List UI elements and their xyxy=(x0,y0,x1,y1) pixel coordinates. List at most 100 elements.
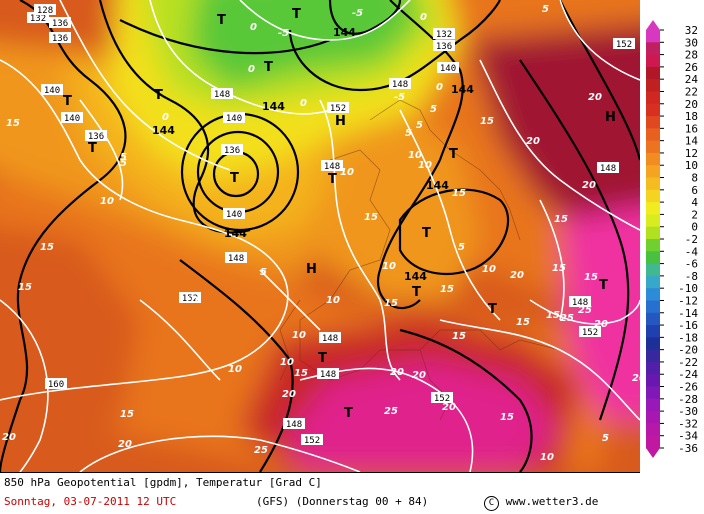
temperature-label: 0 xyxy=(250,22,257,33)
temperature-legend: 32302826242220181614121086420-2-4-6-8-10… xyxy=(646,20,699,458)
legend-tick-label: 8 xyxy=(691,172,698,185)
legend-tick-label: 10 xyxy=(685,159,698,172)
geopotential-label-boxed: 148 xyxy=(317,368,339,380)
legend-swatch xyxy=(646,152,660,166)
geopotential-label-boxed: 152 xyxy=(613,38,635,50)
temperature-label: 25 xyxy=(384,406,398,417)
legend-tick-label: -26 xyxy=(678,381,698,394)
temperature-label: 20 xyxy=(582,180,596,191)
legend-swatch xyxy=(646,177,660,191)
temperature-label: 15 xyxy=(120,409,134,420)
geopotential-label-boxed: 148 xyxy=(569,296,591,308)
geopotential-label-text: 152 xyxy=(330,104,346,114)
geopotential-label-text: 148 xyxy=(324,162,340,172)
temperature-label: 20 xyxy=(594,319,608,330)
legend-swatch xyxy=(646,263,660,277)
temperature-label: -5 xyxy=(278,28,289,39)
legend-swatch xyxy=(646,128,660,142)
pressure-symbol: T xyxy=(230,171,239,186)
legend-swatch xyxy=(646,42,660,56)
geopotential-label-boxed: 136 xyxy=(85,130,107,142)
legend-tick-label: -34 xyxy=(678,430,698,443)
map-caption: 850 hPa Geopotential [gpdm], Temperatur … xyxy=(4,476,322,489)
geopotential-label-text: 140 xyxy=(44,86,60,96)
geopotential-label-text: 148 xyxy=(320,370,336,380)
geopotential-label-text: 132 xyxy=(436,30,452,40)
legend-tick-label: -14 xyxy=(678,307,698,320)
geopotential-label-boxed: 152 xyxy=(301,434,323,446)
legend-swatch xyxy=(646,423,660,437)
geopotential-label-text: 140 xyxy=(64,114,80,124)
geopotential-label-boxed: 140 xyxy=(437,62,459,74)
legend-tick-label: -2 xyxy=(685,233,698,246)
legend-swatch xyxy=(646,239,660,252)
geopotential-label-text: 152 xyxy=(182,294,198,304)
geopotential-label-text: 152 xyxy=(616,40,632,50)
legend-swatch xyxy=(646,374,660,388)
pressure-symbol: T xyxy=(264,60,273,75)
pressure-symbol: T xyxy=(344,406,353,421)
temperature-label: 0 xyxy=(420,12,427,23)
legend-swatch xyxy=(646,140,660,154)
legend-tick-label: -28 xyxy=(678,393,698,406)
pressure-symbol: H xyxy=(605,110,616,125)
legend-tick-label: 0 xyxy=(691,221,698,234)
geopotential-label-boxed: 140 xyxy=(41,84,63,96)
legend-tick-label: 20 xyxy=(685,98,698,111)
legend-tick-label: -6 xyxy=(685,258,698,271)
temperature-label: 20 xyxy=(118,439,132,450)
temperature-label: 5 xyxy=(458,242,465,253)
temperature-label: 10 xyxy=(292,330,306,341)
temperature-label: -5 xyxy=(352,8,363,19)
geopotential-labels-bold: 144 144 144 144 144 144 144 xyxy=(152,26,474,283)
temperature-label: 20 xyxy=(510,270,524,281)
geopotential-label-text: 136 xyxy=(52,34,68,44)
weather-map: T T T T T T T T T T T T T T T H H H 144 … xyxy=(0,0,640,472)
map-footer: 850 hPa Geopotential [gpdm], Temperatur … xyxy=(0,472,640,514)
geopotential-label-text: 128 xyxy=(37,6,53,16)
temperature-label: 20 xyxy=(390,367,404,378)
geopotential-label-text: 152 xyxy=(304,436,320,446)
geopotential-label: 144 xyxy=(333,26,356,39)
legend-tick-label: -8 xyxy=(685,270,698,283)
legend-swatch xyxy=(646,300,660,314)
legend-tick-label: -22 xyxy=(678,356,698,369)
legend-tick-label: -4 xyxy=(685,245,699,258)
temperature-label: 20 xyxy=(588,92,602,103)
geopotential-label-boxed: 148 xyxy=(389,78,411,90)
legend-swatch xyxy=(646,275,660,289)
legend-tick-label: 16 xyxy=(685,122,698,135)
map-info-line: Sonntag, 03-07-2011 12 UTC (GFS) (Donner… xyxy=(4,495,634,511)
temperature-label: 5 xyxy=(120,158,127,169)
legend-swatch xyxy=(646,54,660,68)
pressure-symbol: T xyxy=(412,285,421,300)
geopotential-label-text: 148 xyxy=(322,334,338,344)
temperature-label: 5 xyxy=(602,433,609,444)
pressure-symbol: T xyxy=(88,141,97,156)
legend-tick-label: 4 xyxy=(691,196,698,209)
legend-swatch xyxy=(646,165,660,179)
temperature-label: 10 xyxy=(482,264,496,275)
website-link[interactable]: www.wetter3.de xyxy=(505,495,599,508)
geopotential-label-boxed: 152 xyxy=(327,102,349,114)
valid-date: Sonntag, 03-07-2011 12 UTC xyxy=(4,495,177,508)
geopotential-label-text: 148 xyxy=(214,90,230,100)
temperature-label: 25 xyxy=(254,445,268,456)
legend-tick-label: -32 xyxy=(678,417,698,430)
legend-tick-label: -16 xyxy=(678,319,698,332)
legend-tick-label: 28 xyxy=(685,49,698,62)
legend-tick-label: 26 xyxy=(685,61,698,74)
legend-swatch xyxy=(646,288,660,301)
geopotential-label-boxed: 136 xyxy=(221,144,243,156)
geopotential-label: 144 xyxy=(224,227,247,240)
legend-swatch xyxy=(646,91,660,105)
temperature-label: 25 xyxy=(578,305,592,316)
legend-swatch xyxy=(646,398,660,412)
pressure-symbol: T xyxy=(422,226,431,241)
legend-tick-label: 2 xyxy=(691,208,698,221)
legend-swatch xyxy=(646,361,660,375)
temperature-label: 20 xyxy=(282,389,296,400)
temperature-label: 15 xyxy=(364,212,378,223)
pressure-symbol: T xyxy=(488,302,497,317)
geopotential-label-text: 152 xyxy=(582,328,598,338)
